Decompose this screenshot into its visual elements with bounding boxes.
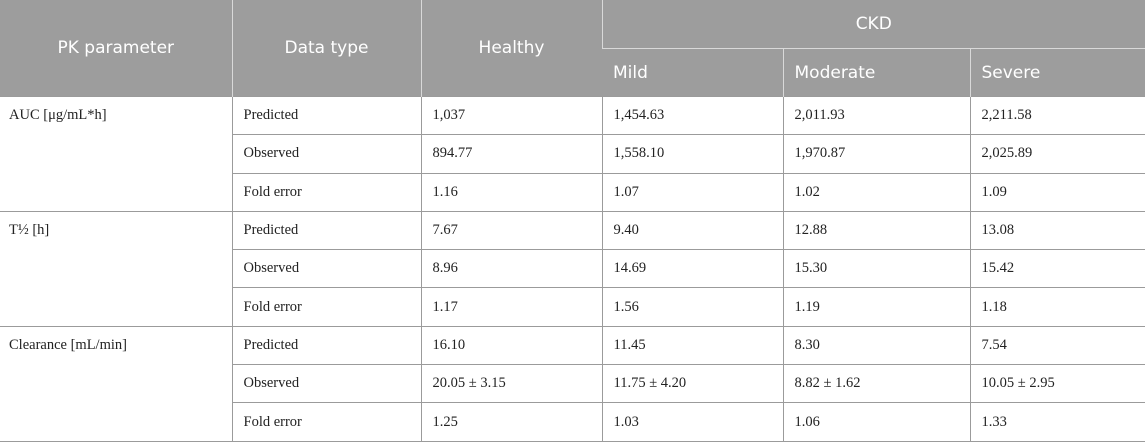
data-type-cell: Fold error [232,287,422,327]
severe-cell: 15.42 [969,249,1145,289]
data-type-cell: Observed [232,364,422,404]
mild-cell: 1,558.10 [601,134,784,174]
mild-cell: 1,454.63 [601,95,784,136]
table-header: PK parameter Data type Healthy CKD Mild … [0,0,1145,97]
mild-cell: 1.56 [601,287,784,327]
header-severe: Severe [969,48,1145,97]
moderate-cell: 2,011.93 [782,95,971,136]
data-type-cell: Observed [232,134,422,174]
moderate-cell: 8.82 ± 1.62 [782,364,971,404]
mild-cell: 11.75 ± 4.20 [601,364,784,404]
table-body: AUC [μg/mL*h] Predicted 1,037 1,454.63 2… [0,95,1145,442]
moderate-cell: 12.88 [782,210,971,251]
moderate-cell: 1,970.87 [782,134,971,174]
table-row: Fold error 1.25 1.03 1.06 1.33 [0,402,1145,442]
table-row: Observed 8.96 14.69 15.30 15.42 [0,249,1145,289]
mild-cell: 11.45 [601,325,784,366]
healthy-cell: 1,037 [420,95,603,136]
header-row-top: PK parameter Data type Healthy CKD [0,0,1145,97]
parameter-cell-clearance: Clearance [mL/min] [0,325,233,442]
mild-cell: 14.69 [601,249,784,289]
severe-cell: 10.05 ± 2.95 [969,364,1145,404]
severe-cell: 13.08 [969,210,1145,251]
healthy-cell: 7.67 [420,210,603,251]
table-row: Observed 894.77 1,558.10 1,970.87 2,025.… [0,134,1145,174]
healthy-cell: 1.17 [420,287,603,327]
table-row: T½ [h] Predicted 7.67 9.40 12.88 13.08 [0,210,1145,327]
table-row: Clearance [mL/min] Predicted 16.10 11.45… [0,325,1145,442]
header-moderate: Moderate [782,48,970,97]
healthy-cell: 1.25 [420,402,603,442]
severe-cell: 7.54 [969,325,1145,366]
header-ckd: CKD [601,0,1145,49]
header-mild: Mild [602,48,783,97]
moderate-cell: 1.06 [782,402,971,442]
moderate-cell: 1.02 [782,172,971,212]
header-data-type: Data type [231,0,421,97]
severe-cell: 1.18 [969,287,1145,327]
data-type-cell: Predicted [231,210,422,251]
moderate-cell: 15.30 [782,249,971,289]
data-type-cell: Fold error [232,172,422,212]
healthy-cell: 16.10 [420,325,603,366]
severe-cell: 2,025.89 [969,134,1145,174]
severe-cell: 2,211.58 [969,95,1145,136]
moderate-cell: 1.19 [782,287,971,327]
table-row: Fold error 1.16 1.07 1.02 1.09 [0,172,1145,212]
table-row: AUC [μg/mL*h] Predicted 1,037 1,454.63 2… [0,95,1145,212]
severe-cell: 1.33 [969,402,1145,442]
data-type-cell: Fold error [232,402,422,442]
mild-cell: 9.40 [601,210,784,251]
header-row-sub: Mild Moderate Severe [0,48,1145,97]
data-type-cell: Observed [232,249,422,289]
data-type-cell: Predicted [231,325,422,366]
mild-cell: 1.07 [601,172,784,212]
parameter-cell-auc: AUC [μg/mL*h] [0,96,233,212]
severe-cell: 1.09 [969,172,1145,212]
moderate-cell: 8.30 [782,325,971,366]
healthy-cell: 894.77 [420,134,603,174]
parameter-cell-half-life: T½ [h] [0,210,233,327]
header-pk-parameter: PK parameter [0,0,232,97]
header-healthy: Healthy [420,0,602,97]
data-type-cell: Predicted [231,95,422,136]
healthy-cell: 20.05 ± 3.15 [420,364,603,404]
mild-cell: 1.03 [601,402,784,442]
healthy-cell: 8.96 [420,249,603,289]
healthy-cell: 1.16 [420,172,603,212]
